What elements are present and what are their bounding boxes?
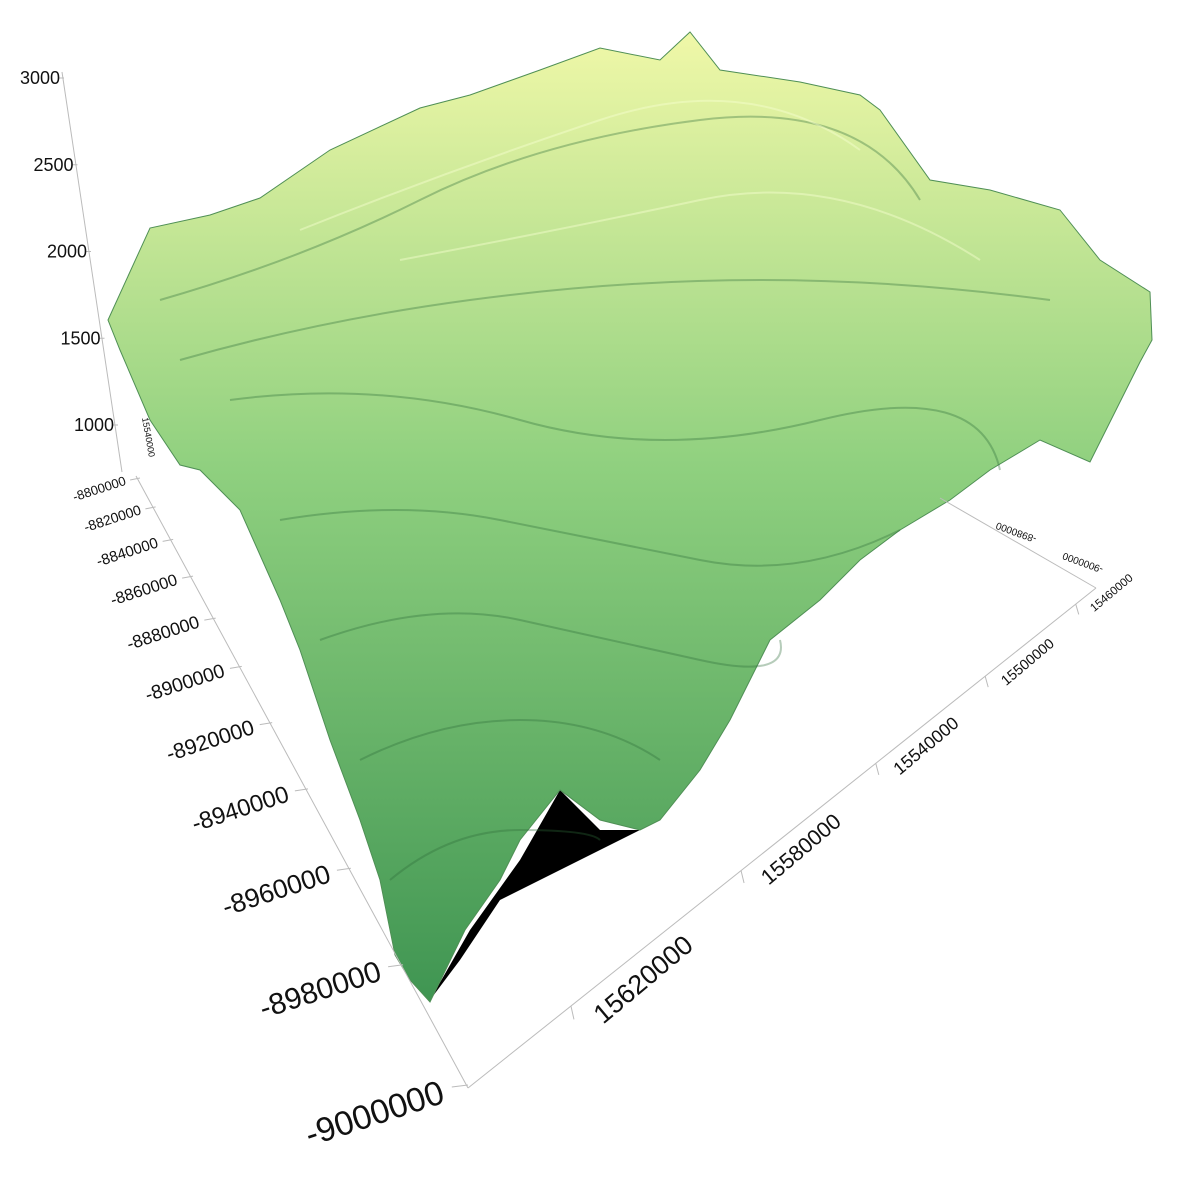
y-tick-label: -8860000 [108, 571, 179, 610]
y-tick-label: -8980000 [255, 955, 385, 1025]
y-tick [451, 1084, 469, 1088]
y-axis-line [135, 475, 469, 1089]
surface-body [107, 31, 1153, 1003]
y-tick [388, 964, 404, 968]
y-tick [294, 788, 309, 792]
y-tick-label: -8920000 [163, 715, 257, 766]
x-tick [1075, 603, 1080, 615]
y-tick-label: -8940000 [188, 781, 292, 838]
z-tick-label: 3000 [20, 68, 60, 88]
x-tick [570, 1005, 575, 1020]
back-y-tick-label: -8980000 [994, 519, 1038, 544]
y-tick-label: -8840000 [94, 535, 160, 571]
x-tick-label: 15540000 [889, 713, 962, 779]
y-tick-label: -8880000 [124, 612, 202, 654]
y-tick [162, 538, 174, 542]
back-axis-line [939, 497, 1097, 589]
x-tick-label: 15460000 [1088, 571, 1136, 614]
back-y-tick-label: -9000000 [1061, 549, 1105, 574]
y-tick-label: -8960000 [218, 859, 334, 922]
y-tick [259, 722, 273, 726]
x-tick-label: 15500000 [998, 636, 1057, 689]
y-tick [229, 665, 242, 669]
y-tick-label: -8820000 [82, 501, 143, 535]
y-tick [145, 506, 156, 510]
z-tick-label: 1500 [60, 328, 100, 348]
y-tick [336, 867, 351, 871]
y-tick [182, 575, 194, 579]
y-tick [204, 617, 216, 621]
z-tick-label: 1000 [74, 415, 114, 435]
x-tick [740, 870, 745, 884]
surface-shadow [430, 790, 640, 1000]
z-axis-line [61, 71, 123, 473]
z-tick-label: 2500 [33, 155, 73, 175]
z-tick-label: 2000 [47, 242, 87, 262]
x-tick-label: 15580000 [756, 808, 846, 889]
y-tick-label: -8900000 [142, 660, 227, 706]
surface [107, 31, 1153, 1003]
x-axis-line [467, 587, 1097, 1089]
y-tick-label: -8800000 [71, 473, 128, 504]
x-tick [984, 676, 989, 688]
y-tick [130, 477, 141, 481]
y-tick-label: -9000000 [300, 1073, 448, 1154]
x-tick [875, 763, 880, 775]
